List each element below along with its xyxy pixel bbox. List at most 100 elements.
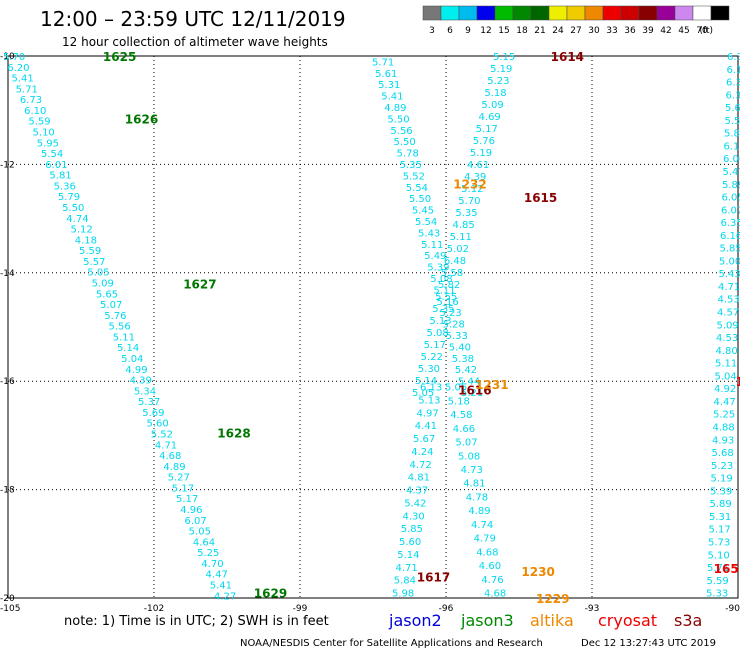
legend-label: 6	[447, 26, 453, 36]
wave-height-value: 5.07	[455, 438, 477, 449]
wave-height-value: 5.59	[79, 246, 101, 257]
wave-height-value: 5.58	[441, 268, 463, 279]
legend-label: 45	[678, 26, 689, 36]
wave-height-value: 5.57	[83, 257, 105, 268]
wave-height-value: 5.61	[375, 69, 397, 80]
wave-height-value: 4.18	[75, 235, 97, 246]
legend-label: 24	[552, 26, 564, 36]
wave-height-value: 5.43	[719, 269, 740, 280]
legend-swatch	[603, 6, 621, 20]
legend-swatch	[567, 6, 585, 20]
wave-height-value: 5.14	[117, 343, 139, 354]
wave-height-value: 5.09	[92, 279, 114, 290]
wave-height-value: 4.68	[159, 451, 181, 462]
wave-height-value: 4.68	[484, 589, 506, 600]
wave-height-value: 4.53	[716, 333, 738, 344]
latitude-label: -18	[0, 486, 15, 496]
wave-height-value: 5.42	[455, 365, 477, 376]
satellite-altika: altika	[530, 611, 574, 630]
wave-height-value: 5.19	[711, 474, 733, 485]
legend-swatch	[441, 6, 459, 20]
legend-label: 30	[588, 26, 600, 36]
longitude-label: -102	[144, 604, 164, 614]
wave-height-value: 5.5	[725, 116, 740, 127]
satellite-cryosat: cryosat	[598, 611, 657, 630]
wave-height-value: 5.85	[401, 524, 423, 535]
wave-height-value: 4.89	[384, 103, 406, 114]
wave-height-value: 4.80	[716, 346, 738, 357]
wave-height-value: 5.89	[724, 129, 740, 140]
wave-height-value: 4.78	[466, 492, 488, 503]
pass-number-label: 165	[714, 562, 739, 576]
wave-height-value: 5.19	[470, 148, 492, 159]
wave-height-value: 5.35	[455, 208, 477, 219]
legend-swatch	[711, 6, 729, 20]
wave-height-value: 5.33	[706, 589, 728, 600]
wave-height-value: 4.47	[206, 570, 228, 581]
wave-height-value: 5.04	[715, 371, 737, 382]
legend-swatch	[459, 6, 477, 20]
wave-height-value: 5.42	[404, 498, 426, 509]
wave-height-value: 6.1	[727, 65, 740, 76]
wave-height-value: 5.89	[710, 499, 732, 510]
wave-height-value: 5.09	[481, 100, 503, 111]
wave-height-value: 5.95	[37, 138, 59, 149]
wave-height-value: 5.54	[41, 149, 63, 160]
satellite-jason2: jason2	[388, 611, 442, 630]
wave-height-value: 5.50	[393, 137, 415, 148]
legend-label: 21	[534, 26, 545, 36]
wave-height-value: 4.71	[718, 282, 740, 293]
wave-height-value: 5.25	[713, 410, 735, 421]
wave-height-value: 4.58	[450, 410, 472, 421]
wave-height-value: 5.07	[100, 300, 122, 311]
wave-height-value: 4.72	[410, 460, 432, 471]
wave-height-value: 5.59	[707, 576, 729, 587]
legend-label: 39	[642, 26, 654, 36]
wave-height-value: 6.73	[20, 95, 42, 106]
wave-height-value: 4.99	[125, 365, 147, 376]
wave-height-value: 5.11	[715, 359, 737, 370]
legend-label: 18	[516, 26, 528, 36]
wave-height-value: 5.50	[387, 114, 409, 125]
legend-swatch	[423, 6, 441, 20]
pass-number-label: 1230	[521, 565, 554, 579]
wave-height-value: 5.52	[151, 430, 173, 441]
wave-height-value: 4.71	[396, 563, 418, 574]
wave-height-value: 4.92	[714, 384, 736, 395]
wave-height-value: 5.00	[719, 256, 740, 267]
latitude-label: -14	[0, 269, 15, 279]
wave-height-value: 4.47	[714, 397, 736, 408]
wave-height-value: 5.54	[406, 183, 428, 194]
wave-height-value: 5.25	[197, 548, 219, 559]
pass-number-label: 1229	[536, 592, 569, 606]
wave-height-value: 4.37	[406, 486, 428, 497]
legend-label: 27	[570, 26, 581, 36]
wave-height-value: 5.56	[390, 126, 412, 137]
map-title: 12:00 – 23:59 UTC 12/11/2019	[40, 7, 346, 31]
wave-height-value: 4.30	[403, 511, 425, 522]
legend-swatch	[621, 6, 639, 20]
wave-height-value: 5.11	[450, 232, 472, 243]
legend-unit: (ft)	[699, 26, 713, 36]
longitude-label: -99	[293, 604, 308, 614]
wave-height-value: 5.35	[432, 304, 454, 315]
footer-timestamp: Dec 12 13:27:43 UTC 2019	[581, 638, 716, 649]
wave-height-value: 5.59	[28, 117, 50, 128]
latitude-label: -20	[0, 594, 15, 604]
wave-height-value: 6.07	[721, 205, 740, 216]
wave-height-value: 5.73	[708, 537, 730, 548]
pass-number-label: 1626	[125, 112, 158, 126]
satellite-jason3: jason3	[460, 611, 514, 630]
legend-label: 3	[429, 26, 435, 36]
longitude-label: -90	[725, 604, 740, 614]
wave-height-value: 5.23	[711, 461, 733, 472]
wave-height-value: 5.71	[372, 57, 394, 68]
pass-number-label: 1627	[183, 278, 216, 292]
pass-number-label: 1615	[524, 191, 557, 205]
wave-height-value: 5.31	[709, 512, 731, 523]
wave-height-value: 5.41	[11, 74, 33, 85]
wave-height-value: 5.39	[710, 486, 732, 497]
wave-height-value: 5.10	[708, 550, 730, 561]
